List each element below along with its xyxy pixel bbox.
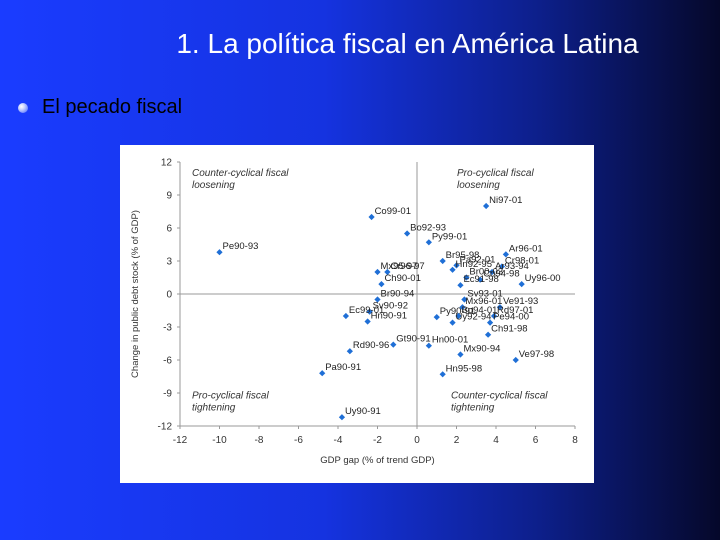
scatter-chart: 12 9 6 3 0 -3 -6 -9 -12-12 -10 -8 -6 -4 -2 0 2 4 6 8 Count… xyxy=(130,158,579,467)
x-tick-label: -10 xyxy=(212,435,227,446)
y-tick-label: 12 xyxy=(161,158,173,169)
quadrant-label: Pro-cyclical fiscal xyxy=(457,168,534,179)
data-point-label: Bo92-93 xyxy=(410,223,446,234)
data-point xyxy=(518,280,525,288)
data-point-label: Cr96-97 xyxy=(390,261,424,272)
data-point-label: Br95-98 xyxy=(446,250,480,261)
data-point-label: Bo94-01 xyxy=(461,305,497,316)
data-point-label: Ar96-01 xyxy=(509,243,543,254)
data-point xyxy=(390,341,397,348)
data-point-label: Gt90-91 xyxy=(396,334,430,345)
data-point-label: Mx96-01 xyxy=(465,296,502,307)
data-point-label: Ec91-98 xyxy=(463,274,498,285)
y-tick-label: 9 xyxy=(166,191,172,202)
data-point-label: Sv93-01 xyxy=(467,289,502,300)
data-point-label: Mx90-94 xyxy=(463,344,500,355)
data-point-label: Pe94-00 xyxy=(493,312,529,323)
y-tick-label: -9 xyxy=(163,389,172,400)
bullet-icon xyxy=(18,102,28,113)
x-tick-label: -8 xyxy=(255,435,264,446)
x-tick-label: 6 xyxy=(533,435,539,446)
data-point-label: Rd97-01 xyxy=(497,305,533,316)
data-point-label: Py99-01 xyxy=(432,231,467,242)
data-point xyxy=(374,268,381,276)
data-point xyxy=(378,280,385,288)
data-point-label: Ec99-01 xyxy=(349,305,384,316)
quadrant-label: tightening xyxy=(451,403,495,414)
y-tick-label: 3 xyxy=(166,257,172,268)
data-point xyxy=(486,319,494,326)
data-point xyxy=(364,318,371,325)
data-point-label: Co99-01 xyxy=(375,206,411,217)
data-point-label: Rd90-96 xyxy=(353,340,389,351)
data-point-label: Hn92-95 xyxy=(456,259,492,270)
data-point-label: Ch91-98 xyxy=(491,324,527,335)
data-point xyxy=(502,251,509,258)
data-point-label: Br00-03 xyxy=(469,267,503,278)
quadrant-labels-layer: Counter-cyclical fiscallooseningPro-cycl… xyxy=(192,168,548,414)
y-tick-label: -3 xyxy=(163,323,172,334)
x-tick-label: 8 xyxy=(572,435,578,446)
x-tick-label: 2 xyxy=(454,435,460,446)
data-point xyxy=(449,319,456,326)
y-tick-label: -6 xyxy=(163,356,172,367)
data-point-label: Sv90-92 xyxy=(373,301,408,312)
data-point-label: Py90-91 xyxy=(440,306,475,317)
quadrant-label: loosening xyxy=(192,180,235,191)
y-tick-label: 6 xyxy=(166,224,172,235)
data-point-label: Br90-94 xyxy=(381,289,415,300)
x-tick-label: -4 xyxy=(334,435,343,446)
data-point-label: Ni97-01 xyxy=(489,195,522,206)
quadrant-label: Counter-cyclical fiscal xyxy=(192,168,289,179)
data-point xyxy=(433,313,440,321)
data-point-label: Uy92-94 xyxy=(456,312,492,323)
data-point-label: Ve97-98 xyxy=(519,349,554,360)
y-tick-label: -12 xyxy=(158,422,173,433)
data-point-label: Hn00-01 xyxy=(432,335,468,346)
data-point-label: Cr98-01 xyxy=(505,256,539,267)
data-point-label: Ch90-01 xyxy=(384,273,420,284)
slide-subtitle: El pecado fiscal xyxy=(42,96,183,118)
data-point-label: Hn95-98 xyxy=(446,363,482,374)
data-point-label: Uy96-00 xyxy=(525,273,561,284)
data-point-label: Pa90-91 xyxy=(325,362,361,373)
quadrant-label: tightening xyxy=(192,403,236,414)
data-point xyxy=(366,308,373,315)
data-point-label: Mx95-97 xyxy=(381,261,418,272)
quadrant-label: loosening xyxy=(457,180,500,191)
x-tick-label: 0 xyxy=(414,435,420,446)
data-point xyxy=(453,262,460,269)
data-point xyxy=(216,249,223,256)
data-point-label: Ar93-94 xyxy=(495,261,529,272)
y-tick-label: 0 xyxy=(166,290,172,301)
x-tick-label: -12 xyxy=(173,435,188,446)
data-point-label: Hn90-91 xyxy=(371,311,407,322)
bullet-item: El pecado fiscal xyxy=(18,96,182,119)
data-point-label: Co94-98 xyxy=(483,269,519,280)
quadrant-label: Pro-cyclical fiscal xyxy=(192,391,269,402)
data-point-label: Ve91-93 xyxy=(503,296,538,307)
x-tick-label: -2 xyxy=(373,435,382,446)
x-tick-label: -6 xyxy=(294,435,303,446)
quadrant-label: Counter-cyclical fiscal xyxy=(451,391,548,402)
data-point-label: Pa92-01 xyxy=(460,254,496,265)
data-point-label: Pe90-93 xyxy=(223,241,259,252)
x-axis-title: GDP gap (% of trend GDP) xyxy=(320,455,434,466)
chart-panel: 12 9 6 3 0 -3 -6 -9 -12 -12 -10 -8 -6 -4 -2 0 2 4 6 8 Count… xyxy=(120,145,594,483)
data-point xyxy=(374,296,381,303)
data-point xyxy=(342,312,350,320)
slide-title: 1. La política fiscal en América Latina xyxy=(176,28,639,59)
data-point-label: Uy90-91 xyxy=(345,406,381,417)
axes-layer: 12 9 6 3 0 -3 -6 -9 -12-12 -10 -8 -6 -4 -2 0 2 4 6 8 xyxy=(158,158,579,447)
x-tick-label: 4 xyxy=(493,435,499,446)
y-axis-title: Change in public debt stock (% of GDP) xyxy=(130,210,141,378)
